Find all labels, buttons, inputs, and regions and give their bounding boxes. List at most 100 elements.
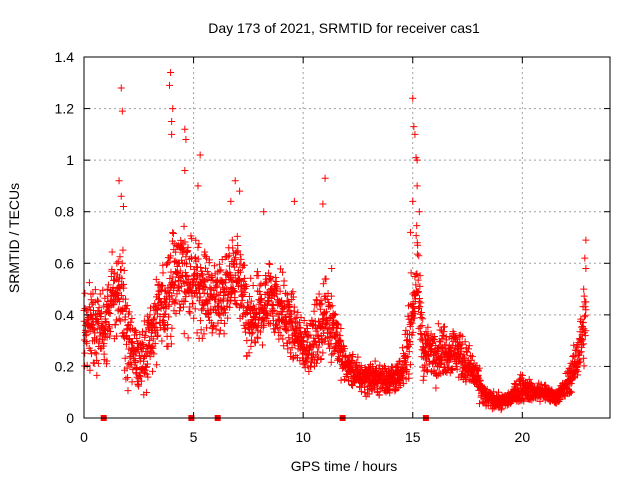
data-point [164,320,172,328]
data-point [311,337,319,345]
data-point [228,236,236,244]
data-point [574,367,582,375]
data-point [245,303,253,311]
data-point [287,316,295,324]
data-point [310,307,318,315]
data-point [152,275,160,283]
data-point [153,332,161,340]
data-point [200,330,208,338]
data-point [239,303,247,311]
data-point [582,264,590,272]
data-point [191,305,199,313]
data-point [272,320,280,328]
data-point [413,182,421,190]
data-point [314,348,322,356]
data-point [81,289,89,297]
data-point [517,371,525,379]
data-point [375,391,383,399]
data-point [168,292,176,300]
data-point [400,380,408,388]
data-point [198,334,206,342]
data-point [272,278,280,286]
data-point [516,375,524,383]
data-point [315,317,323,325]
data-point [576,358,584,366]
data-point [290,197,298,205]
data-point [285,334,293,342]
x-tick-labels: 0 5 10 15 20 [80,429,530,445]
data-point [128,315,136,323]
data-point [424,366,432,374]
data-point [288,344,296,352]
data-point [581,303,589,311]
data-point [236,268,244,276]
data-point [331,310,339,318]
data-point [176,307,184,315]
data-point [122,305,130,313]
data-point [580,292,588,300]
data-point [247,274,255,282]
data-point [306,331,314,339]
data-point [424,331,432,339]
data-point [171,299,179,307]
data-point [317,355,325,363]
data-point [127,361,135,369]
data-point [144,360,152,368]
data-point [243,337,251,345]
data-point [181,298,189,306]
data-point [93,371,101,379]
data-point [215,291,223,299]
data-point [108,248,116,256]
data-point [138,328,146,336]
data-point [144,373,152,381]
data-point [194,243,202,251]
data-point [87,313,95,321]
data-point [85,279,93,287]
data-point [413,156,421,164]
data-point [198,271,206,279]
data-point [440,323,448,331]
x-axis-label: GPS time / hours [291,458,398,474]
data-point [398,375,406,383]
data-point [164,288,172,296]
data-point [180,330,188,338]
data-point [220,330,228,338]
data-point [403,337,411,345]
data-point [241,274,249,282]
data-point [200,289,208,297]
y-tick-label: 0.8 [55,204,75,220]
data-point [161,299,169,307]
data-point [357,362,365,370]
data-point [474,367,482,375]
data-point [273,283,281,291]
data-point [122,375,130,383]
data-point [231,177,239,185]
data-point [323,308,331,316]
data-point [216,267,224,275]
data-point [328,351,336,359]
data-point [431,332,439,340]
data-point [104,281,112,289]
data-point [143,370,151,378]
data-point [123,301,131,309]
data-point [289,288,297,296]
data-point [318,300,326,308]
data-point [319,200,327,208]
data-point [220,319,228,327]
chart-title: Day 173 of 2021, SRMTID for receiver cas… [208,20,480,36]
data-point [245,292,253,300]
data-point [122,295,130,303]
data-point [203,324,211,332]
data-point [396,381,404,389]
data-point [317,297,325,305]
data-point [114,258,122,266]
data-point [213,283,221,291]
data-point [94,297,102,305]
data-point [110,301,118,309]
data-point [410,314,418,322]
data-point [172,296,180,304]
data-point [189,300,197,308]
data-point [567,380,575,388]
data-point [130,355,138,363]
data-point [253,333,261,341]
